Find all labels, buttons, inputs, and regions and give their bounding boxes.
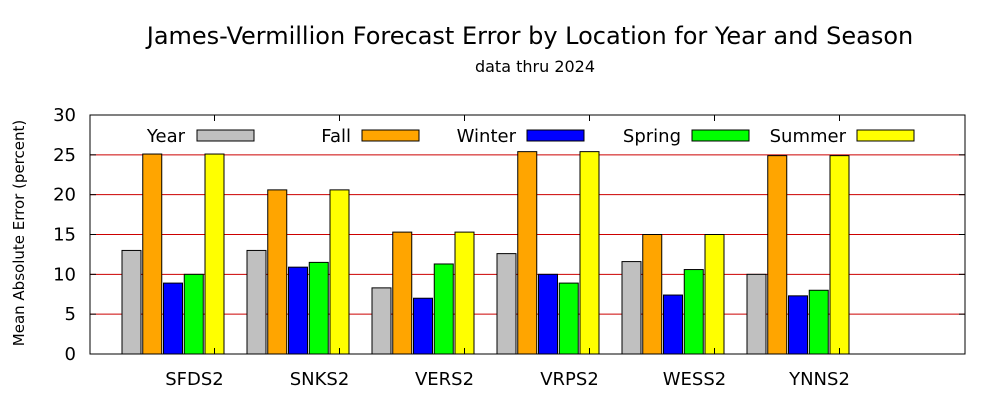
y-tick-label: 0: [65, 344, 76, 365]
legend-swatch-summer: [856, 129, 915, 142]
bar-spring-wess2: [683, 269, 704, 355]
bar-spring-vers2: [433, 263, 454, 355]
bar-winter-wess2: [663, 294, 683, 355]
bar-year-ynns2: [746, 273, 767, 355]
bar-summer-snks2: [329, 189, 350, 355]
legend-label-spring: Spring: [623, 126, 681, 147]
y-tick-label: 20: [53, 185, 76, 206]
chart-subtitle: data thru 2024: [475, 57, 595, 76]
bar-fall-vers2: [392, 231, 413, 355]
bar-year-vrps2: [496, 253, 517, 355]
bar-summer-ynns2: [829, 155, 850, 355]
legend-swatch-spring: [691, 129, 750, 142]
bar-fall-vrps2: [517, 151, 538, 355]
bars: [121, 151, 850, 355]
x-tick-label: VRPS2: [540, 369, 599, 390]
bar-winter-sfds2: [163, 282, 183, 355]
x-tick-label: SFDS2: [165, 369, 224, 390]
bar-spring-ynns2: [808, 289, 829, 355]
bar-spring-sfds2: [183, 273, 204, 355]
bar-fall-wess2: [642, 234, 663, 355]
bar-year-vers2: [371, 287, 392, 355]
bar-summer-vrps2: [579, 151, 600, 355]
bar-spring-snks2: [308, 261, 329, 355]
legend-label-summer: Summer: [770, 126, 847, 147]
legend-label-fall: Fall: [321, 126, 351, 147]
bar-year-wess2: [621, 261, 642, 355]
x-tick-label: YNNS2: [788, 369, 850, 390]
x-tick-label: VERS2: [415, 369, 474, 390]
bar-fall-ynns2: [767, 155, 788, 355]
bar-year-sfds2: [121, 249, 142, 355]
x-tick-label: SNKS2: [290, 369, 350, 390]
y-tick-label: 5: [65, 304, 76, 325]
y-axis: 0 5 10 15 20 25 30: [53, 105, 965, 365]
bar-summer-sfds2: [204, 153, 225, 355]
bar-winter-snks2: [288, 266, 308, 355]
bar-fall-sfds2: [142, 153, 163, 355]
x-axis: SFDS2 SNKS2 VERS2 VRPS2 WESS2 YNNS2: [165, 115, 850, 390]
bar-year-snks2: [246, 249, 267, 355]
legend-swatch-fall: [361, 129, 420, 142]
legend: Year Fall Winter Spring Summer: [146, 126, 915, 147]
bar-winter-vers2: [413, 297, 433, 355]
legend-swatch-year: [196, 129, 255, 142]
bar-fall-snks2: [267, 189, 288, 355]
legend-label-year: Year: [146, 126, 186, 147]
y-tick-label: 15: [53, 225, 76, 246]
legend-label-winter: Winter: [457, 126, 517, 147]
y-tick-label: 10: [53, 264, 76, 285]
legend-swatch-winter: [526, 129, 585, 142]
bar-summer-wess2: [704, 234, 725, 355]
y-axis-label: Mean Absolute Error (percent): [10, 120, 28, 346]
x-tick-label: WESS2: [663, 369, 726, 390]
y-tick-label: 30: [53, 105, 76, 126]
bar-winter-vrps2: [538, 273, 558, 355]
y-tick-label: 25: [53, 145, 76, 166]
chart-title: James-Vermillion Forecast Error by Locat…: [145, 22, 914, 50]
bar-summer-vers2: [454, 231, 475, 355]
bar-winter-ynns2: [788, 295, 808, 355]
bar-spring-vrps2: [558, 282, 579, 355]
